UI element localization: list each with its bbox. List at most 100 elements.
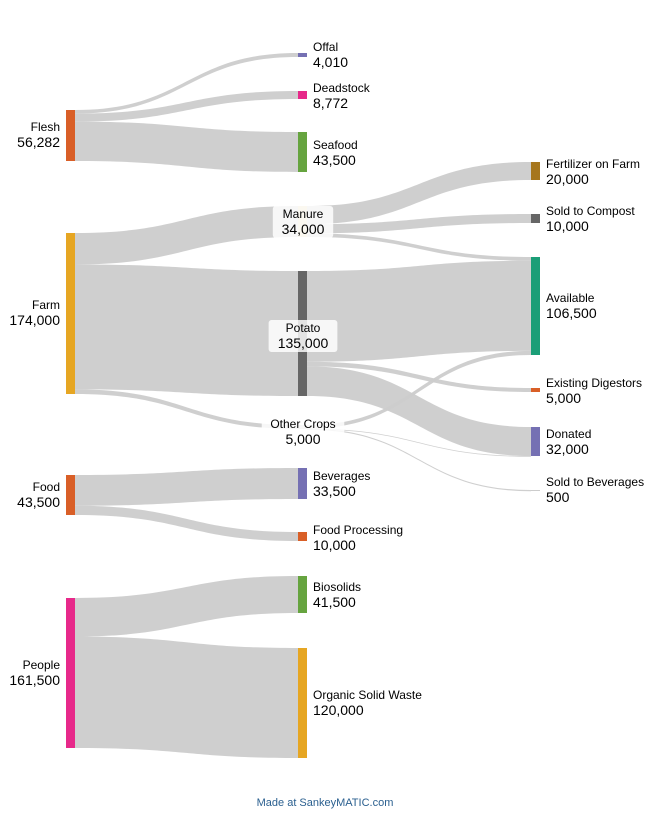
flow-farm-to-potato[interactable] bbox=[75, 264, 298, 396]
flow-potato-to-digestors[interactable] bbox=[307, 361, 531, 392]
node-farm[interactable] bbox=[66, 233, 75, 394]
node-name: Farm bbox=[32, 298, 60, 312]
node-value: 43,500 bbox=[17, 494, 60, 510]
node-value: 120,000 bbox=[313, 702, 364, 718]
node-value: 10,000 bbox=[546, 218, 589, 234]
node-osw[interactable] bbox=[298, 648, 307, 758]
node-value: 174,000 bbox=[9, 312, 60, 328]
flow-people-to-osw[interactable] bbox=[75, 636, 298, 758]
node-value: 8,772 bbox=[313, 95, 348, 111]
flow-othercrops-to-soldbev[interactable] bbox=[307, 428, 531, 492]
node-name: Organic Solid Waste bbox=[313, 688, 422, 702]
flow-potato-to-donated[interactable] bbox=[307, 366, 531, 456]
node-value: 500 bbox=[546, 489, 570, 505]
flow-people-to-biosolids[interactable] bbox=[75, 576, 298, 637]
node-value: 161,500 bbox=[9, 672, 60, 688]
node-available[interactable] bbox=[531, 257, 540, 355]
node-name: Seafood bbox=[313, 138, 358, 152]
flow-food-to-beverages[interactable] bbox=[75, 468, 298, 506]
node-compost[interactable] bbox=[531, 214, 540, 223]
flow-othercrops-to-donated[interactable] bbox=[307, 428, 531, 457]
node-foodproc[interactable] bbox=[298, 532, 307, 541]
node-value: 106,500 bbox=[546, 305, 597, 321]
node-name: Existing Digestors bbox=[546, 376, 642, 390]
label-backdrop bbox=[268, 320, 338, 352]
node-value: 10,000 bbox=[313, 537, 356, 553]
node-name: Donated bbox=[546, 427, 591, 441]
node-value: 4,010 bbox=[313, 54, 348, 70]
node-donated[interactable] bbox=[531, 427, 540, 456]
node-name: Manure bbox=[283, 207, 324, 221]
node-name: Offal bbox=[313, 40, 338, 54]
node-value: 5,000 bbox=[546, 390, 581, 406]
flow-flesh-to-offal[interactable] bbox=[75, 53, 298, 114]
node-value: 32,000 bbox=[546, 441, 589, 457]
footer-credit: Made at SankeyMATIC.com bbox=[0, 797, 650, 809]
node-deadstock[interactable] bbox=[298, 91, 307, 99]
node-value: 34,000 bbox=[282, 221, 325, 237]
node-digestors[interactable] bbox=[531, 388, 540, 392]
flow-food-to-foodproc[interactable] bbox=[75, 505, 298, 541]
label-backdrop bbox=[261, 416, 345, 448]
node-value: 33,500 bbox=[313, 483, 356, 499]
node-name: Food Processing bbox=[313, 523, 403, 537]
node-name: Biosolids bbox=[313, 580, 361, 594]
node-value: 56,282 bbox=[17, 134, 60, 150]
node-food[interactable] bbox=[66, 475, 75, 515]
node-name: Available bbox=[546, 291, 595, 305]
node-value: 43,500 bbox=[313, 152, 356, 168]
node-seafood[interactable] bbox=[298, 132, 307, 172]
flow-manure-to-available[interactable] bbox=[307, 233, 531, 261]
node-people[interactable] bbox=[66, 598, 75, 748]
node-flesh[interactable] bbox=[66, 110, 75, 161]
flow-farm-to-othercrops[interactable] bbox=[75, 389, 298, 429]
flow-flesh-to-deadstock[interactable] bbox=[75, 91, 298, 122]
node-value: 135,000 bbox=[278, 335, 329, 351]
sankeymatic-link[interactable]: Made at SankeyMATIC.com bbox=[256, 797, 394, 809]
node-name: Fertilizer on Farm bbox=[546, 157, 640, 171]
node-name: Beverages bbox=[313, 469, 370, 483]
node-name: Deadstock bbox=[313, 81, 371, 95]
flow-manure-to-fertilizer[interactable] bbox=[307, 162, 531, 225]
node-offal[interactable] bbox=[298, 53, 307, 57]
label-backdrop bbox=[272, 206, 334, 238]
node-name: Other Crops bbox=[270, 417, 335, 431]
flow-manure-to-compost[interactable] bbox=[307, 214, 531, 234]
node-soldbev[interactable] bbox=[531, 490, 540, 491]
labels-layer: Flesh56,282Farm174,000Food43,500People16… bbox=[9, 40, 644, 718]
node-value: 20,000 bbox=[546, 171, 589, 187]
node-name: Sold to Beverages bbox=[546, 475, 644, 489]
flows-layer bbox=[75, 53, 531, 758]
flow-potato-to-available[interactable] bbox=[307, 260, 531, 362]
node-beverages[interactable] bbox=[298, 468, 307, 499]
node-biosolids[interactable] bbox=[298, 576, 307, 613]
node-name: Flesh bbox=[31, 120, 60, 134]
node-name: People bbox=[23, 658, 61, 672]
flow-farm-to-manure[interactable] bbox=[75, 206, 298, 265]
node-fertilizer[interactable] bbox=[531, 162, 540, 180]
flow-flesh-to-seafood[interactable] bbox=[75, 121, 298, 172]
node-name: Potato bbox=[286, 321, 321, 335]
node-name: Food bbox=[33, 480, 60, 494]
flow-othercrops-to-available[interactable] bbox=[307, 350, 531, 429]
node-value: 5,000 bbox=[285, 431, 320, 447]
